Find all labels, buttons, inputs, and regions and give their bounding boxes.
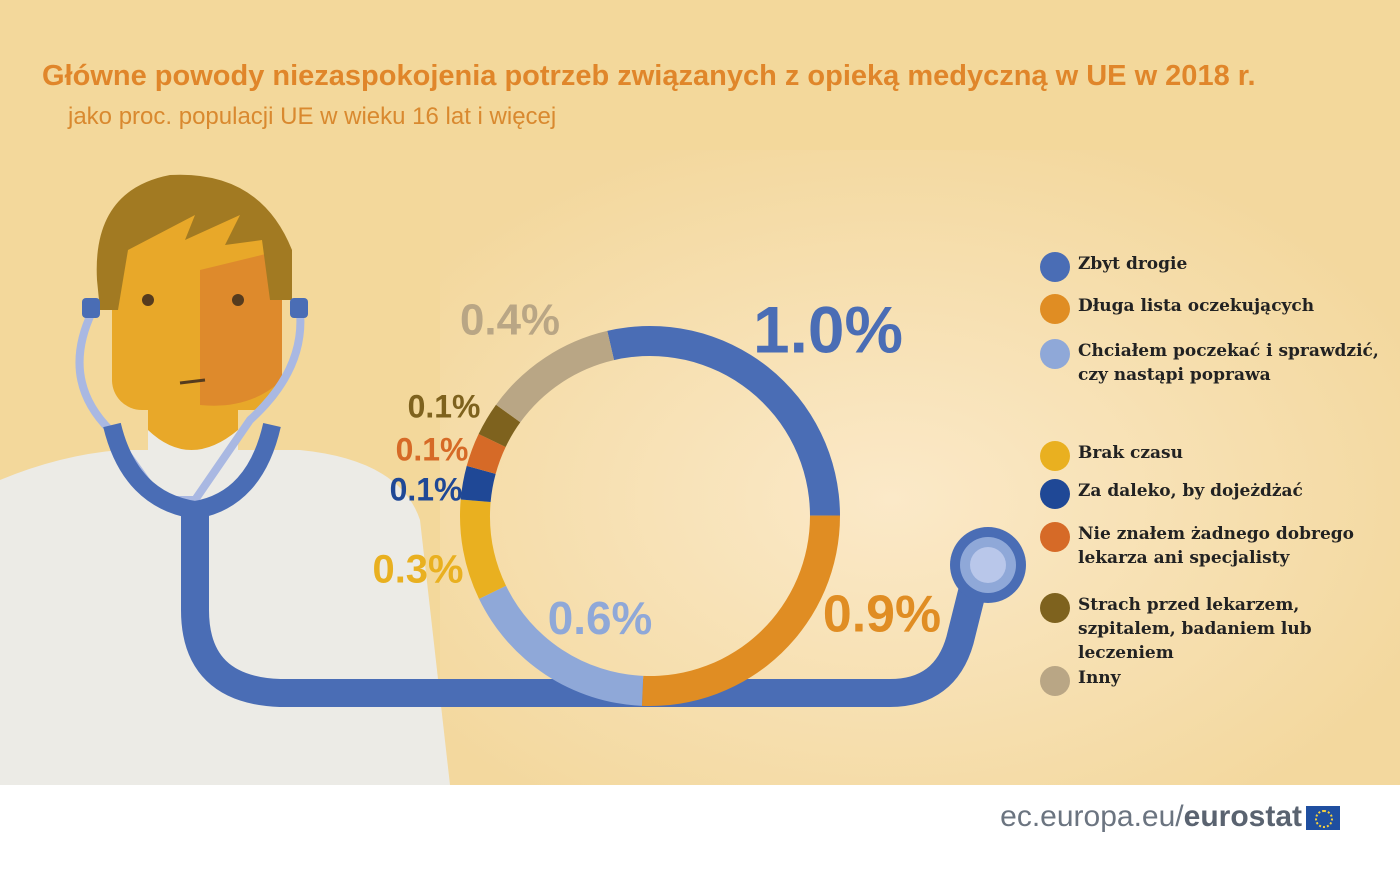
legend-item: Nie znałem żadnego dobrego lekarza ani s… [1040, 522, 1398, 570]
data-label: 1.0% [753, 292, 903, 366]
data-label: 0.1% [408, 388, 481, 424]
chart-subtitle: jako proc. populacji UE w wieku 16 lat i… [68, 103, 557, 130]
legend-label: Nie znałem żadnego dobrego lekarza ani s… [1078, 524, 1355, 568]
donut-segment [607, 326, 840, 516]
data-label: 0.9% [823, 586, 941, 644]
legend-item: Długa lista oczekujących [1040, 294, 1398, 324]
donut-segment [641, 515, 840, 706]
legend-label: Za daleko, by dojeżdżać [1078, 481, 1303, 501]
eu-flag [1306, 806, 1340, 831]
legend-swatch [1040, 441, 1070, 471]
footer-brand: eurostat [1183, 800, 1302, 833]
donut-segment [460, 465, 496, 503]
legend-swatch [1040, 479, 1070, 509]
legend-label: Strach przed lekarzem, szpitalem, badani… [1078, 595, 1312, 663]
chart-title: Główne powody niezaspokojenia potrzeb zw… [42, 60, 1256, 92]
donut: 1.0% 0.9% 0.6% 0.3% 0.1% 0.1% 0.1% 0.4% [373, 292, 941, 706]
legend-label: Zbyt drogie [1078, 254, 1188, 274]
legend-swatch [1040, 294, 1070, 324]
legend-item: Inny [1040, 666, 1398, 696]
illustration [0, 174, 1026, 785]
data-label: 0.3% [373, 548, 464, 592]
donut-segment [478, 404, 521, 447]
legend-swatch [1040, 522, 1070, 552]
legend-item: Zbyt drogie [1040, 252, 1398, 282]
legend-item: Za daleko, by dojeżdżać [1040, 479, 1398, 509]
data-label: 0.4% [460, 296, 560, 345]
footer: ec.europa.eu/eurostat [1000, 800, 1340, 834]
donut-segment [466, 433, 506, 474]
data-label: 0.1% [390, 471, 463, 507]
legend-item: Chciałem poczekać i sprawdzić, czy nastą… [1040, 339, 1398, 387]
legend-label: Chciałem poczekać i sprawdzić, czy nastą… [1078, 341, 1379, 385]
legend-swatch [1040, 593, 1070, 623]
donut-segment [479, 585, 644, 706]
legend-label: Inny [1078, 668, 1121, 688]
legend-label: Długa lista oczekujących [1078, 296, 1315, 316]
legend-label: Brak czasu [1078, 443, 1183, 463]
footer-url: ec.europa.eu/ [1000, 800, 1184, 833]
legend-item: Strach przed lekarzem, szpitalem, badani… [1040, 593, 1398, 665]
legend-swatch [1040, 252, 1070, 282]
legend-swatch [1040, 666, 1070, 696]
data-label: 0.1% [396, 431, 469, 467]
legend-swatch [1040, 339, 1070, 369]
legend-item: Brak czasu [1040, 441, 1398, 471]
donut-segment [496, 330, 615, 423]
donut-segment [460, 499, 507, 599]
data-label: 0.6% [548, 592, 653, 644]
